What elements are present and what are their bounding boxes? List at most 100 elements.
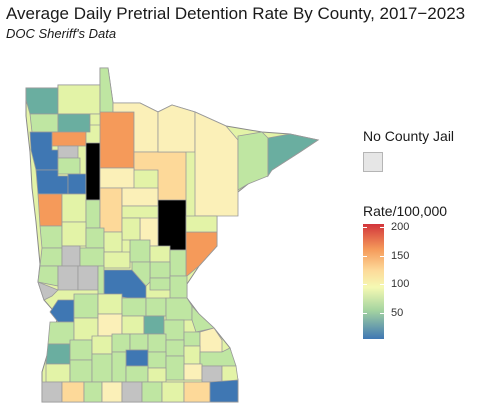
county: [45, 343, 71, 365]
county: [25, 87, 59, 115]
county: [51, 131, 87, 147]
county: [111, 333, 131, 353]
map-title: Average Daily Pretrial Detention Rate By…: [6, 4, 466, 23]
county: [185, 231, 218, 277]
county: [99, 111, 135, 169]
county: [201, 365, 223, 383]
county-polygons: [25, 67, 320, 403]
county: [111, 351, 127, 383]
county: [147, 351, 167, 369]
county: [99, 67, 114, 115]
map-subtitle: DOC Sheriff's Data: [6, 26, 117, 41]
county: [191, 304, 215, 333]
county: [39, 247, 63, 267]
county: [77, 265, 99, 291]
county: [41, 381, 63, 403]
county: [157, 199, 187, 251]
county: [129, 333, 149, 351]
county: [29, 113, 59, 133]
county: [163, 319, 185, 341]
colorbar-tick-label: 100: [391, 278, 410, 291]
county: [157, 104, 196, 153]
county: [91, 353, 113, 383]
county: [199, 327, 223, 353]
county: [121, 381, 143, 403]
county: [57, 113, 91, 133]
rate-colorbar-area: 200 150 100 50: [363, 220, 463, 344]
county: [69, 359, 93, 383]
county: [101, 381, 123, 403]
county: [121, 217, 141, 241]
county: [45, 363, 71, 383]
county: [85, 199, 101, 229]
county: [97, 293, 123, 315]
county: [61, 221, 87, 247]
rate-colorbar: [363, 224, 384, 339]
county: [61, 193, 87, 223]
county: [125, 365, 149, 383]
county: [183, 363, 203, 381]
county: [183, 345, 201, 365]
county: [169, 275, 188, 299]
county: [37, 281, 59, 301]
no-jail-legend-title: No County Jail: [363, 128, 455, 144]
county: [237, 131, 269, 191]
county: [69, 339, 93, 361]
county: [79, 247, 105, 267]
county: [61, 245, 81, 267]
no-jail-swatch: [363, 152, 383, 172]
county: [145, 297, 167, 317]
county: [183, 331, 201, 347]
county: [143, 315, 165, 335]
county: [57, 265, 79, 291]
county: [83, 381, 103, 403]
county: [267, 133, 320, 178]
county: [103, 231, 123, 253]
county: [169, 249, 187, 277]
county: [99, 187, 123, 233]
county: [85, 142, 101, 201]
county: [165, 339, 185, 357]
county: [97, 265, 105, 295]
county: [221, 365, 239, 383]
county: [183, 381, 211, 403]
county: [149, 261, 171, 279]
county: [67, 173, 87, 195]
county: [185, 215, 218, 233]
county: [73, 293, 99, 319]
county: [61, 381, 85, 403]
colorbar-tick-label: 150: [391, 249, 410, 262]
no-county-jail-legend: No County Jail: [363, 128, 454, 172]
county: [121, 315, 145, 335]
county: [147, 367, 167, 383]
county: [149, 277, 171, 291]
rate-legend-title: Rate/100,000: [363, 203, 448, 219]
rate-legend: Rate/100,000 200 150 100 50: [363, 203, 463, 344]
county: [39, 225, 63, 249]
county: [121, 187, 159, 207]
county: [57, 145, 79, 159]
county: [147, 333, 167, 353]
county: [194, 111, 239, 217]
county: [97, 313, 123, 337]
colorbar-tick-label: 200: [391, 220, 410, 233]
county: [149, 245, 171, 263]
colorbar-tick-label: 50: [391, 307, 404, 320]
county: [129, 239, 151, 263]
county: [121, 297, 147, 317]
county: [131, 261, 151, 287]
county: [125, 349, 149, 367]
county: [37, 193, 63, 227]
county: [209, 379, 239, 403]
county: [85, 227, 105, 249]
county: [165, 355, 185, 381]
county: [103, 251, 131, 269]
county: [141, 381, 163, 403]
county: [165, 297, 193, 321]
county: [161, 381, 185, 403]
county: [99, 167, 135, 189]
county: [57, 84, 101, 115]
county: [91, 335, 113, 355]
county: [57, 157, 81, 175]
